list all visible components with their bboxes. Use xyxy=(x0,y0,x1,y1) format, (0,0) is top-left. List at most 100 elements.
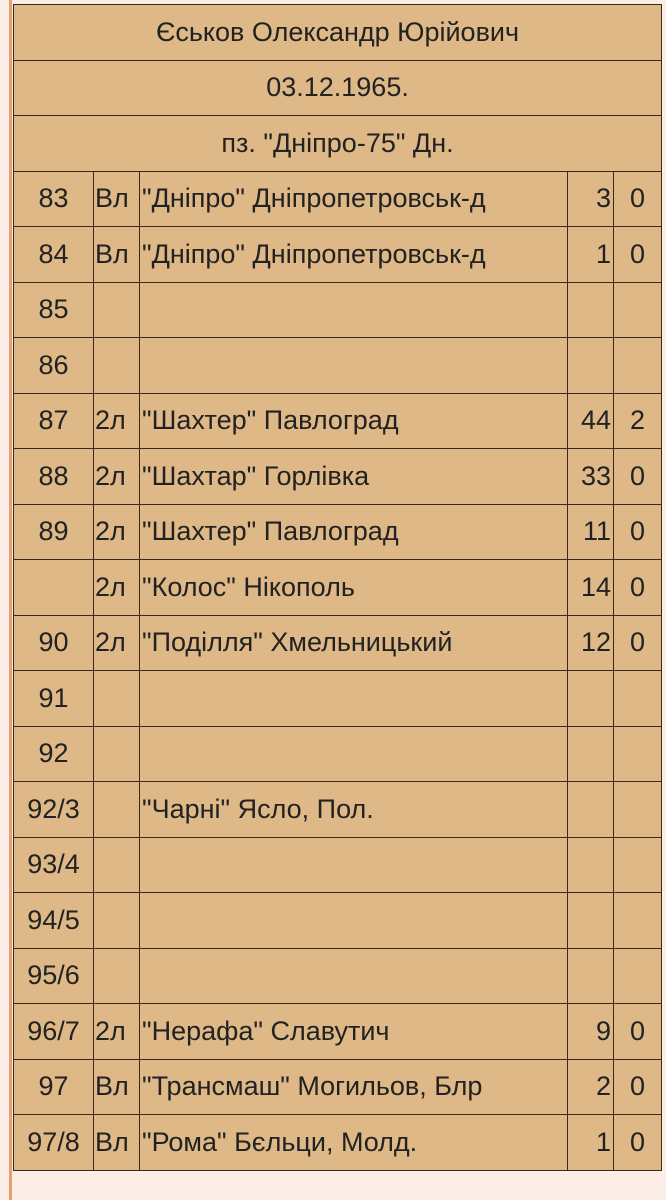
team-cell: "Шахтар" Горлівка xyxy=(139,448,568,505)
league-cell xyxy=(93,781,140,838)
team-cell xyxy=(139,947,568,1004)
season-row: 84 Вл "Дніпро" Дніпропетровськ-д 1 0 xyxy=(13,226,663,283)
season-cell: 94/5 xyxy=(13,892,94,949)
season-cell: 90 xyxy=(13,614,94,671)
season-row: 83 Вл "Дніпро" Дніпропетровськ-д 3 0 xyxy=(13,170,663,227)
goals-cell xyxy=(612,281,663,338)
league-cell xyxy=(93,725,140,782)
goals-cell: 0 xyxy=(612,614,663,671)
league-cell: Вл xyxy=(93,226,140,283)
season-cell: 92 xyxy=(13,725,94,782)
team-cell xyxy=(139,281,568,338)
season-cell xyxy=(13,559,94,616)
games-cell: 12 xyxy=(567,614,614,671)
team-cell xyxy=(139,670,568,727)
player-table: Єськов Олександр Юрійович 03.12.1965. пз… xyxy=(12,4,663,1171)
goals-cell xyxy=(612,725,663,782)
goals-cell: 0 xyxy=(612,1114,663,1171)
games-cell xyxy=(567,892,614,949)
season-row: 95/6 xyxy=(13,947,663,1004)
goals-cell xyxy=(612,947,663,1004)
games-cell: 3 xyxy=(567,170,614,227)
games-cell: 9 xyxy=(567,1003,614,1060)
games-cell: 2 xyxy=(567,1058,614,1115)
season-cell: 92/3 xyxy=(13,781,94,838)
season-row: 96/7 2л "Нерафа" Славутич 9 0 xyxy=(13,1003,663,1060)
season-row: 97 Вл "Трансмаш" Могильов, Блр 2 0 xyxy=(13,1058,663,1115)
season-row: 97/8 Вл "Рома" Бєльци, Молд. 1 0 xyxy=(13,1114,663,1171)
league-cell: 2л xyxy=(93,503,140,560)
season-row: 92/3 "Чарні" Ясло, Пол. xyxy=(13,781,663,838)
league-cell: 2л xyxy=(93,448,140,505)
team-cell xyxy=(139,892,568,949)
season-cell: 93/4 xyxy=(13,836,94,893)
team-cell: "Рома" Бєльци, Молд. xyxy=(139,1114,568,1171)
season-row: 87 2л "Шахтер" Павлоград 44 2 xyxy=(13,392,663,449)
games-cell xyxy=(567,281,614,338)
season-cell: 84 xyxy=(13,226,94,283)
games-cell xyxy=(567,337,614,394)
goals-cell xyxy=(612,337,663,394)
team-cell: "Дніпро" Дніпропетровськ-д xyxy=(139,170,568,227)
league-cell: 2л xyxy=(93,614,140,671)
games-cell: 14 xyxy=(567,559,614,616)
season-row: 90 2л "Поділля" Хмельницький 12 0 xyxy=(13,614,663,671)
games-cell: 33 xyxy=(567,448,614,505)
league-cell: Вл xyxy=(93,1114,140,1171)
league-cell xyxy=(93,892,140,949)
goals-cell xyxy=(612,892,663,949)
season-row: 93/4 xyxy=(13,836,663,893)
team-cell: "Нерафа" Славутич xyxy=(139,1003,568,1060)
goals-cell xyxy=(612,781,663,838)
team-cell: "Колос" Нікополь xyxy=(139,559,568,616)
season-cell: 87 xyxy=(13,392,94,449)
games-cell xyxy=(567,947,614,1004)
league-cell xyxy=(93,337,140,394)
frame: Єськов Олександр Юрійович 03.12.1965. пз… xyxy=(9,0,663,1200)
goals-cell: 0 xyxy=(612,448,663,505)
season-row: 85 xyxy=(13,281,663,338)
goals-cell: 2 xyxy=(612,392,663,449)
league-cell xyxy=(93,281,140,338)
league-cell xyxy=(93,836,140,893)
league-cell: Вл xyxy=(93,1058,140,1115)
season-cell: 89 xyxy=(13,503,94,560)
season-cell: 88 xyxy=(13,448,94,505)
season-row: 91 xyxy=(13,670,663,727)
goals-cell: 0 xyxy=(612,170,663,227)
season-row: 94/5 xyxy=(13,892,663,949)
games-cell: 1 xyxy=(567,1114,614,1171)
team-cell xyxy=(139,725,568,782)
goals-cell: 0 xyxy=(612,559,663,616)
season-cell: 85 xyxy=(13,281,94,338)
season-row: 86 xyxy=(13,337,663,394)
team-cell: "Дніпро" Дніпропетровськ-д xyxy=(139,226,568,283)
games-cell: 11 xyxy=(567,503,614,560)
league-cell: 2л xyxy=(93,559,140,616)
season-row: 88 2л "Шахтар" Горлівка 33 0 xyxy=(13,448,663,505)
games-cell xyxy=(567,725,614,782)
season-cell: 95/6 xyxy=(13,947,94,1004)
games-cell xyxy=(567,836,614,893)
team-cell: "Шахтер" Павлоград xyxy=(139,392,568,449)
player-name: Єськов Олександр Юрійович xyxy=(12,4,663,61)
season-cell: 97 xyxy=(13,1058,94,1115)
season-row: 92 xyxy=(13,725,663,782)
season-cell: 86 xyxy=(13,337,94,394)
goals-cell xyxy=(612,670,663,727)
goals-cell: 0 xyxy=(612,226,663,283)
goals-cell: 0 xyxy=(612,503,663,560)
season-row: 89 2л "Шахтер" Павлоград 11 0 xyxy=(13,503,663,560)
games-cell xyxy=(567,670,614,727)
birth-date: 03.12.1965. xyxy=(12,59,663,116)
league-cell xyxy=(93,947,140,1004)
team-cell xyxy=(139,836,568,893)
team-cell: "Поділля" Хмельницький xyxy=(139,614,568,671)
goals-cell: 0 xyxy=(612,1058,663,1115)
league-cell: Вл xyxy=(93,170,140,227)
season-cell: 96/7 xyxy=(13,1003,94,1060)
season-cell: 91 xyxy=(13,670,94,727)
league-cell xyxy=(93,670,140,727)
games-cell: 44 xyxy=(567,392,614,449)
